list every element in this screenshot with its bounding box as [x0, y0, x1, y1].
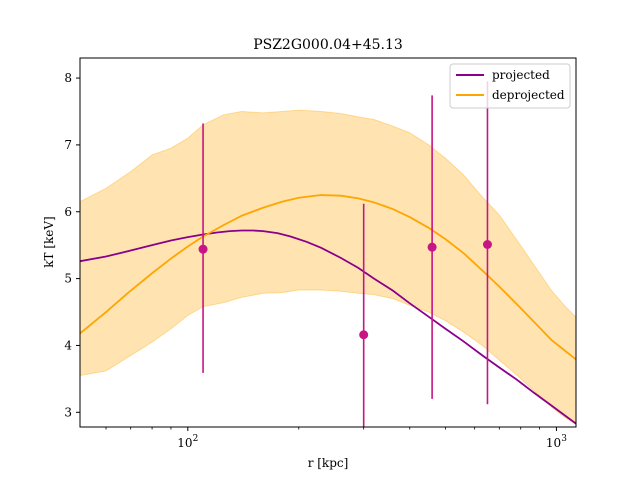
data-point: [198, 244, 208, 254]
plot-area: [80, 81, 576, 427]
deprojected-confidence-band: [80, 109, 576, 425]
x-axis-label: r [kpc]: [308, 456, 349, 470]
x-tick-label: 102: [177, 434, 198, 450]
y-tick-label: 5: [64, 272, 72, 286]
deprojected-line: [80, 194, 576, 361]
axis-ticks: 3 4 5 6 7 8 102 103: [64, 71, 567, 450]
legend: projected deprojected: [449, 63, 571, 109]
y-axis-label: kT [keV]: [42, 216, 56, 268]
legend-label-deprojected: deprojected: [492, 88, 565, 102]
data-point: [427, 242, 437, 252]
y-tick-label: 3: [64, 405, 72, 419]
y-tick-label: 4: [64, 338, 72, 352]
y-tick-label: 7: [64, 138, 72, 152]
y-tick-label: 8: [64, 71, 72, 85]
data-point: [482, 240, 492, 250]
y-tick-label: 6: [64, 205, 72, 219]
legend-label-projected: projected: [492, 68, 550, 82]
plot-frame: [79, 57, 577, 428]
chart-title: PSZ2G000.04+45.13: [253, 37, 403, 53]
projected-line: [80, 229, 576, 425]
data-point: [359, 330, 369, 340]
x-tick-label: 103: [546, 434, 567, 450]
